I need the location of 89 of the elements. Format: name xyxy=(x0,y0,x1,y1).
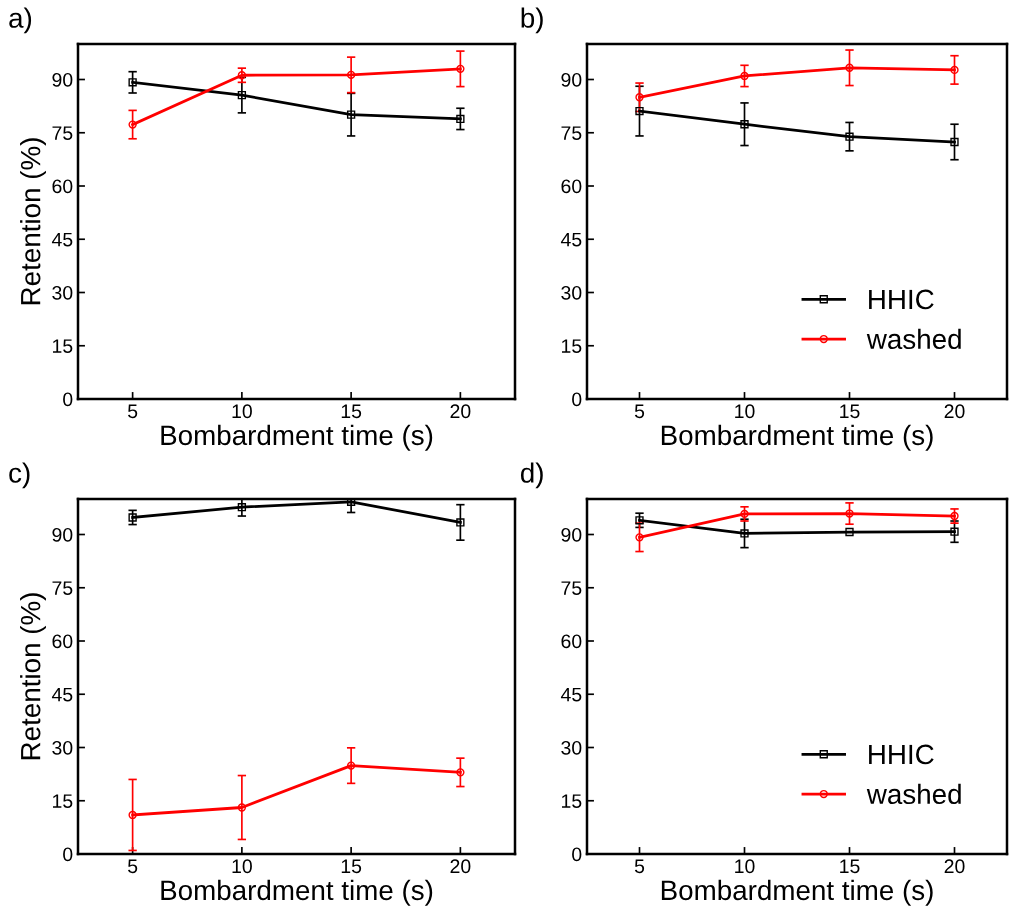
x-tick-label: 20 xyxy=(450,404,471,419)
chart-title: b) xyxy=(521,7,543,34)
point xyxy=(950,137,959,147)
point xyxy=(237,90,247,100)
y-axis-title: Retention (%) xyxy=(20,593,46,760)
point xyxy=(845,63,854,72)
x-tick-label: 15 xyxy=(341,404,362,419)
y-tick-label: 15 xyxy=(53,339,73,353)
legend-label: HHIC xyxy=(869,744,934,765)
chart-title: d) xyxy=(520,462,543,489)
y-tick-label: 90 xyxy=(561,72,582,87)
x-tick-label: 10 xyxy=(735,859,755,874)
x-tick-label: 5 xyxy=(634,404,645,419)
y-tick-label: 45 xyxy=(560,687,582,702)
point xyxy=(128,120,137,129)
y-tick-label: 30 xyxy=(52,740,73,755)
y-tick-label: 60 xyxy=(561,179,582,194)
point xyxy=(845,132,854,141)
point xyxy=(845,527,854,537)
y-tick-label: 60 xyxy=(52,179,73,194)
y-tick-label: 15 xyxy=(562,339,582,353)
point xyxy=(635,93,644,102)
y-tick-label: 60 xyxy=(52,634,73,649)
point xyxy=(237,502,247,512)
point xyxy=(346,761,356,770)
x-tick-label: 5 xyxy=(128,404,138,419)
y-tick-label: 0 xyxy=(63,392,73,407)
point xyxy=(456,114,465,124)
x-tick-label: 5 xyxy=(128,859,138,874)
y-tick-label: 30 xyxy=(561,285,582,300)
point xyxy=(346,70,356,80)
point xyxy=(740,509,749,519)
point xyxy=(635,106,644,116)
y-tick-label: 75 xyxy=(52,126,73,140)
x-tick-label: 10 xyxy=(232,404,252,419)
point xyxy=(128,810,137,820)
x-tick-label: 5 xyxy=(634,859,645,874)
y-tick-label: 75 xyxy=(561,126,582,140)
y-tick-label: 30 xyxy=(561,740,582,755)
point xyxy=(740,529,749,538)
legend-label: washed xyxy=(866,783,961,805)
y-tick-label: 0 xyxy=(63,847,73,862)
y-axis-title: Retention (%) xyxy=(20,138,46,305)
legend-label: HHIC xyxy=(869,289,934,310)
point xyxy=(456,518,465,527)
x-tick-label: 20 xyxy=(944,859,965,874)
point xyxy=(456,768,465,777)
chart-title: c) xyxy=(9,462,30,489)
point xyxy=(740,120,749,129)
y-tick-label: 75 xyxy=(561,581,582,595)
point xyxy=(237,803,247,812)
y-tick-label: 0 xyxy=(572,392,582,407)
point xyxy=(456,64,465,74)
x-axis-title: Bombardment time (s) xyxy=(161,424,433,451)
x-tick-label: 10 xyxy=(232,859,252,874)
y-tick-label: 90 xyxy=(52,527,73,542)
x-tick-label: 15 xyxy=(840,404,860,419)
y-tick-label: 30 xyxy=(52,285,73,300)
y-tick-label: 15 xyxy=(53,794,73,808)
chart-title: a) xyxy=(9,7,32,34)
x-tick-label: 20 xyxy=(450,859,471,874)
legend-label: washed xyxy=(866,328,961,350)
y-tick-label: 15 xyxy=(562,794,582,808)
point xyxy=(346,110,356,119)
y-tick-label: 90 xyxy=(561,527,582,542)
x-axis-title: Bombardment time (s) xyxy=(661,424,933,451)
y-tick-label: 75 xyxy=(52,581,73,595)
point xyxy=(845,509,854,518)
point xyxy=(346,499,356,507)
y-tick-label: 45 xyxy=(51,232,73,247)
point xyxy=(740,71,749,81)
x-axis-title: Bombardment time (s) xyxy=(661,879,933,906)
x-axis-title: Bombardment time (s) xyxy=(161,879,433,906)
x-tick-label: 15 xyxy=(341,859,362,874)
y-tick-label: 45 xyxy=(560,232,582,247)
y-tick-label: 90 xyxy=(52,72,73,87)
point xyxy=(237,71,247,80)
y-tick-label: 0 xyxy=(572,847,582,862)
y-tick-label: 60 xyxy=(561,634,582,649)
y-tick-label: 45 xyxy=(51,687,73,702)
point xyxy=(128,78,137,87)
point xyxy=(128,513,137,522)
x-tick-label: 10 xyxy=(735,404,755,419)
point xyxy=(635,533,644,542)
point xyxy=(950,65,959,75)
point xyxy=(950,527,959,536)
x-tick-label: 15 xyxy=(840,859,860,874)
point xyxy=(635,516,644,525)
x-tick-label: 20 xyxy=(944,404,965,419)
